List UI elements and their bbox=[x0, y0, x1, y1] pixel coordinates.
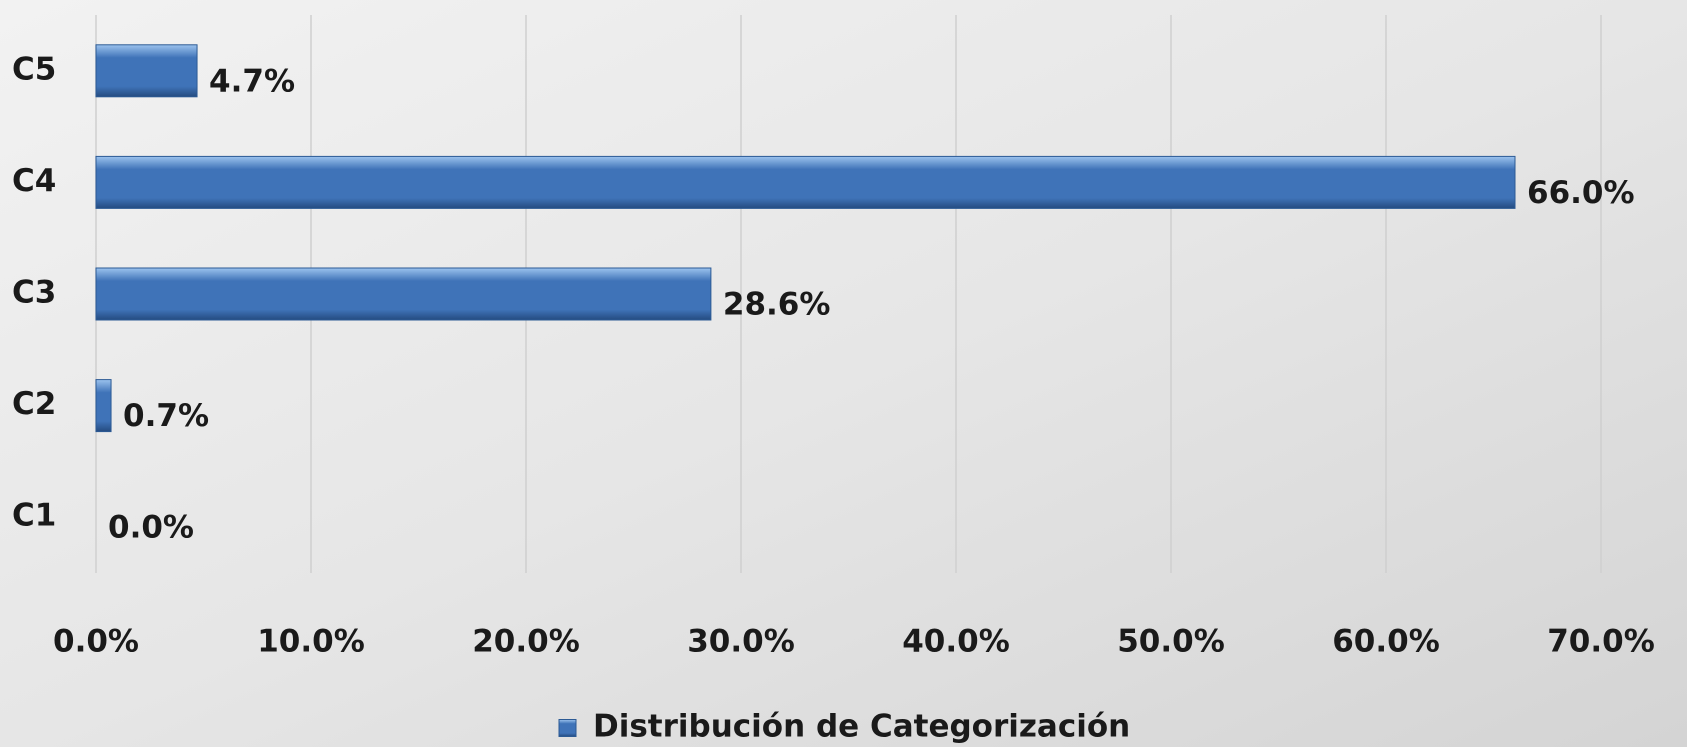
chart: 0.0% 10.0% 20.0% 30.0% 40.0% 50.0% 60.0% 70.0% C… bbox=[0, 0, 1687, 747]
x-tick-label: 0.0% bbox=[53, 624, 139, 660]
x-tick-label: 50.0% bbox=[1117, 624, 1225, 660]
data-label: 0.7% bbox=[123, 398, 209, 434]
x-tick-label: 40.0% bbox=[902, 624, 1010, 660]
data-label: 4.7% bbox=[209, 63, 295, 99]
bar bbox=[96, 45, 197, 97]
page: {"chart_data": { "type": "bar", "orienta… bbox=[0, 0, 1687, 747]
bar bbox=[96, 268, 711, 320]
y-tick-label: C5 bbox=[12, 51, 56, 87]
legend-swatch bbox=[559, 720, 576, 737]
x-tick-label: 60.0% bbox=[1332, 624, 1440, 660]
y-tick-label: C2 bbox=[12, 386, 56, 422]
legend-label: Distribución de Categorización bbox=[593, 709, 1130, 745]
data-label: 0.0% bbox=[108, 510, 194, 546]
y-tick-label: C4 bbox=[12, 163, 56, 199]
x-tick-label: 70.0% bbox=[1547, 624, 1655, 660]
x-tick-label: 10.0% bbox=[257, 624, 365, 660]
x-tick-label: 20.0% bbox=[472, 624, 580, 660]
data-label: 28.6% bbox=[723, 287, 831, 323]
legend: Distribución de Categorización bbox=[559, 709, 1130, 745]
y-tick-label: C1 bbox=[12, 498, 56, 534]
bar bbox=[96, 156, 1515, 208]
y-tick-label: C3 bbox=[12, 275, 56, 311]
data-label: 66.0% bbox=[1527, 175, 1635, 211]
bar bbox=[96, 380, 111, 432]
x-tick-label: 30.0% bbox=[687, 624, 795, 660]
